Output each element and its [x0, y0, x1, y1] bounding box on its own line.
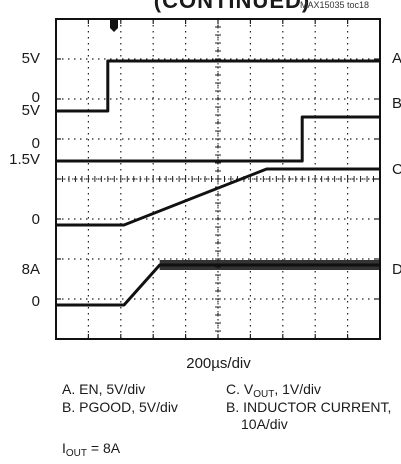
- chart-title-fragment: (CONTINUED): [153, 0, 311, 13]
- timebase-label: 200µs/div: [186, 355, 251, 372]
- trace-d-ripple: [159, 260, 380, 270]
- scope-grid: [55, 18, 381, 340]
- y-label-c-zero: 0: [31, 211, 40, 228]
- trace-label-a: A: [392, 50, 401, 67]
- y-label-a-zero: 0: [31, 89, 40, 106]
- document-id: MAX15035 toc18: [300, 0, 370, 10]
- trigger-marker: [110, 18, 118, 32]
- trace-label-d: D: [392, 261, 401, 278]
- caption-d-line1: B. INDUCTOR CURRENT,: [226, 399, 392, 415]
- y-label-d-zero: 0: [31, 293, 40, 310]
- y-label-d-high: 8A: [21, 261, 40, 278]
- scope-traces: [56, 59, 380, 307]
- trace-c: [56, 167, 380, 227]
- y-label-a-high: 5V: [21, 50, 40, 67]
- caption-c: C. VOUT, 1V/div: [226, 381, 322, 400]
- trace-b: [56, 115, 380, 163]
- caption-b: B. PGOOD, 5V/div: [62, 399, 178, 415]
- y-label-b-zero: 0: [31, 135, 40, 152]
- caption-d-line2: 10A/div: [241, 416, 288, 432]
- trace-a: [56, 59, 380, 113]
- trace-label-b: B: [392, 95, 401, 112]
- y-label-c-high: 1.5V: [9, 151, 40, 168]
- y-label-b-high: 5V: [21, 102, 40, 119]
- scope-frame: [55, 18, 381, 340]
- caption-a: A. EN, 5V/div: [62, 381, 146, 397]
- trace-label-c: C: [392, 161, 401, 178]
- caption-iout: IOUT = 8A: [62, 440, 121, 459]
